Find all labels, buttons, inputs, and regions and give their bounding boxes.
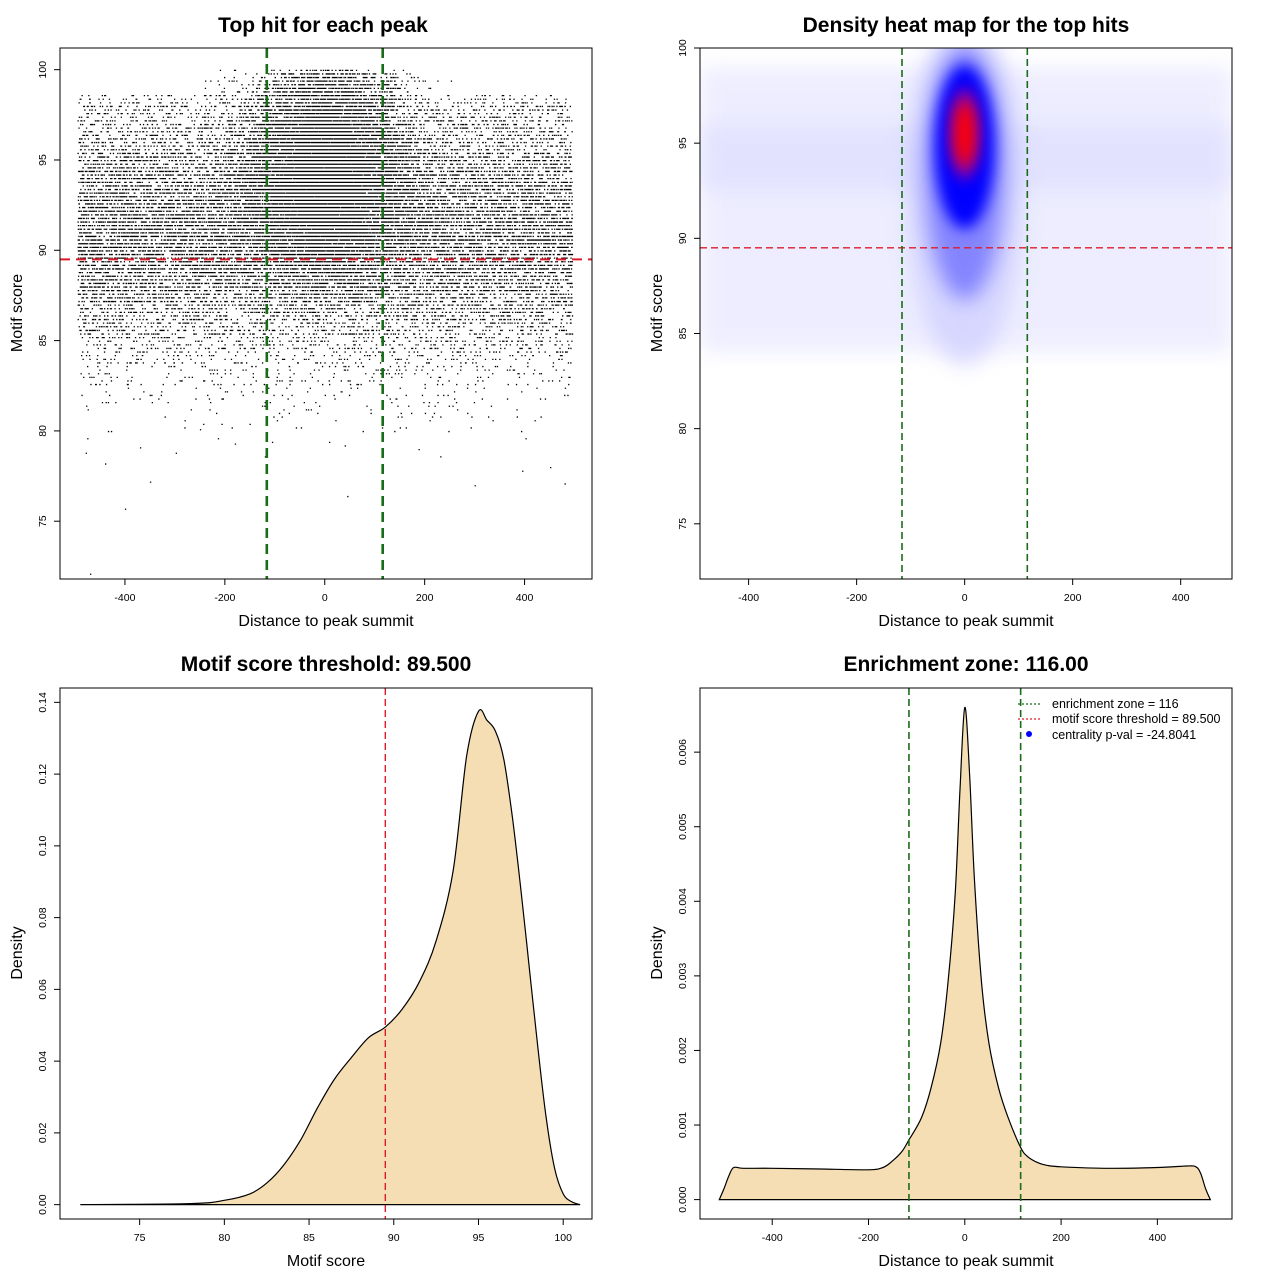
scatter-y-tick-label: 100 [37,61,49,79]
heatmap-x-axis: -400 -200 0 200 400 [738,578,1190,604]
score-x-axis: 75 80 85 90 95 100 [134,1218,572,1244]
heatmap-x-tick-label: 0 [962,592,968,604]
distance-density-panel: Enrichment zone: 116.00 -400 -200 0 200 400 … [649,653,1233,1270]
heatmap-panel: Density heat map for the top hits -400 -2… [649,14,1233,630]
scatter-x-label: Distance to peak summit [238,613,414,630]
score-x-tick-label: 100 [554,1232,572,1244]
heatmap-y-axis: 75 80 85 90 95 100 [677,39,701,530]
score-x-tick-label: 85 [303,1232,315,1244]
heatmap-y-tick-label: 95 [677,137,689,149]
heatmap-y-label: Motif score [649,274,666,352]
heatmap-y-tick-label: 75 [677,518,689,530]
distance-x-tick-label: 0 [962,1232,968,1244]
score-y-axis: 0.00 0.02 0.04 0.06 0.08 0.10 0.12 0.14 [37,692,61,1215]
legend-pval-label: centrality p-val = -24.8041 [1052,728,1196,742]
heatmap-y-tick-label: 85 [677,327,689,339]
distance-zone-lines [908,688,1022,1219]
distance-x-axis: -400 -200 0 200 400 [762,1218,1167,1244]
scatter-y-tick-label: 90 [37,244,49,256]
distance-x-label: Distance to peak summit [878,1253,1054,1270]
distance-y-tick-label: 0.003 [677,963,689,989]
scatter-y-label: Motif score [9,274,26,352]
distance-y-tick-label: 0.001 [677,1112,689,1138]
score-x-tick-label: 75 [134,1232,146,1244]
scatter-y-tick-label: 75 [37,515,49,527]
score-x-tick-label: 95 [473,1232,485,1244]
score-y-tick-label: 0.14 [37,692,49,713]
score-y-tick-label: 0.00 [37,1194,49,1215]
distance-y-axis: 0.000 0.001 0.002 0.003 0.004 0.005 0.006 [677,739,701,1213]
score-y-tick-label: 0.08 [37,907,49,928]
scatter-y-axis: 75 80 85 90 95 100 [37,61,61,527]
distance-y-tick-label: 0.006 [677,739,689,765]
score-x-label: Motif score [287,1253,365,1270]
scatter-point-cloud [77,69,574,575]
score-y-tick-label: 0.12 [37,764,49,785]
scatter-y-tick-label: 85 [37,335,49,347]
distance-y-tick-label: 0.000 [677,1186,689,1212]
scatter-panel: Top hit for each peak -400 -200 0 200 400 75… [9,14,593,630]
distance-density-area [718,706,1212,1201]
heatmap-x-tick-label: -200 [846,592,867,604]
score-density-panel: Motif score threshold: 89.500 75 80 85 90 95… [9,653,593,1270]
heatmap-y-tick-label: 90 [677,232,689,244]
distance-y-tick-label: 0.004 [677,888,689,914]
heatmap-title: Density heat map for the top hits [803,14,1130,37]
scatter-x-tick-label: 400 [516,592,534,604]
distance-x-tick-label: 400 [1149,1232,1167,1244]
scatter-reference-lines [60,48,592,579]
score-x-tick-label: 90 [388,1232,400,1244]
score-x-tick-label: 80 [219,1232,231,1244]
legend-threshold-label: motif score threshold = 89.500 [1052,712,1221,726]
distance-y-tick-label: 0.005 [677,813,689,839]
score-y-label: Density [9,926,26,979]
distance-density-title: Enrichment zone: 116.00 [843,653,1088,676]
heatmap-x-label: Distance to peak summit [878,613,1054,630]
heatmap-density [700,48,1232,579]
heatmap-x-tick-label: 400 [1172,592,1190,604]
score-y-tick-label: 0.04 [37,1051,49,1072]
legend-pval-dot [1026,731,1032,737]
scatter-x-tick-label: 200 [416,592,434,604]
scatter-y-tick-label: 95 [37,154,49,166]
score-density-area [80,709,581,1206]
score-y-tick-label: 0.10 [37,835,49,856]
heatmap-y-tick-label: 100 [677,39,689,57]
scatter-x-tick-label: -400 [114,592,135,604]
scatter-x-axis: -400 -200 0 200 400 [114,578,534,604]
legend: enrichment zone = 116 motif score thresh… [1018,697,1221,742]
legend-zone-label: enrichment zone = 116 [1052,697,1179,711]
heatmap-reference-lines [700,48,1232,579]
distance-x-tick-label: 200 [1052,1232,1070,1244]
scatter-x-tick-label: 0 [322,592,328,604]
heatmap-y-tick-label: 80 [677,423,689,435]
score-density-title: Motif score threshold: 89.500 [181,653,472,676]
distance-x-tick-label: -200 [858,1232,879,1244]
scatter-y-tick-label: 80 [37,425,49,437]
distance-x-tick-label: -400 [762,1232,783,1244]
distance-y-label: Density [649,926,666,979]
scatter-points [77,69,574,575]
heatmap-hotspot [954,101,975,166]
score-y-tick-label: 0.06 [37,979,49,1000]
scatter-x-tick-label: -200 [214,592,235,604]
score-y-tick-label: 0.02 [37,1123,49,1144]
distance-y-tick-label: 0.002 [677,1037,689,1063]
heatmap-x-tick-label: 200 [1064,592,1082,604]
scatter-title: Top hit for each peak [218,14,428,37]
heatmap-x-tick-label: -400 [738,592,759,604]
